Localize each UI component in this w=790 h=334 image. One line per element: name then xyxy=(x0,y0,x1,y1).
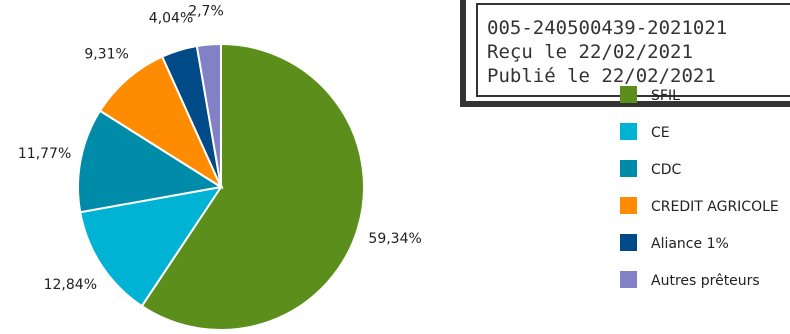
legend-swatch xyxy=(620,197,637,214)
pie-slice-ce xyxy=(79,185,224,308)
pie-slice-autres-pr-teurs xyxy=(195,42,222,188)
legend-label: Aliance 1% xyxy=(651,236,729,252)
pie-slices xyxy=(77,42,365,331)
chart-legend: SFIL CE CDC CREDIT AGRICOLE Aliance 1% Autres… xyxy=(620,86,779,289)
pie-value-label: 2,7% xyxy=(188,4,224,20)
pie-slice-cdc xyxy=(77,109,224,214)
pie-slice-sfil xyxy=(140,42,365,331)
pie-value-label: 59,34% xyxy=(368,231,421,247)
pie-value-label: 9,31% xyxy=(84,46,128,62)
legend-swatch xyxy=(620,160,637,177)
legend-swatch xyxy=(620,123,637,140)
legend-swatch xyxy=(620,271,637,288)
legend-label: Autres prêteurs xyxy=(651,273,760,289)
stamp-outer-border xyxy=(460,0,790,107)
stamp-line-2: Reçu le 22/02/2021 xyxy=(487,41,693,63)
pie-value-label: 4,04% xyxy=(149,11,193,27)
legend-swatch xyxy=(620,86,637,103)
pie-value-label: 11,77% xyxy=(18,146,71,162)
legend-label: CDC xyxy=(651,162,682,178)
stamp-line-1: 005-240500439-2021021 xyxy=(487,17,727,39)
stamp-line-3: Publié le 22/02/2021 xyxy=(487,65,716,87)
legend-label: SFIL xyxy=(651,88,680,104)
pie-slice-credit-agricole xyxy=(98,55,224,190)
legend-swatch xyxy=(620,234,637,251)
legend-label: CREDIT AGRICOLE xyxy=(651,199,779,215)
pie-value-labels: 59,34% 12,84% 11,77% 9,31% 4,04%2,7% xyxy=(18,4,422,293)
pie-value-label: 12,84% xyxy=(44,277,97,293)
stamp-inner-border xyxy=(476,3,790,97)
reception-stamp: 005-240500439-2021021 Reçu le 22/02/2021… xyxy=(460,0,790,107)
legend-label: CE xyxy=(651,125,670,141)
